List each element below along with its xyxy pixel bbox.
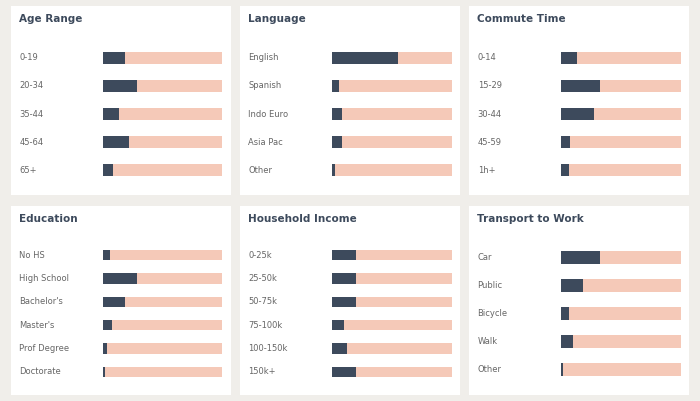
- Text: 45-64: 45-64: [20, 138, 43, 146]
- Text: Transport to Work: Transport to Work: [477, 214, 584, 224]
- Text: 35-44: 35-44: [20, 109, 43, 119]
- Text: 20-34: 20-34: [20, 81, 43, 91]
- Text: 15-29: 15-29: [477, 81, 502, 91]
- Text: 25-50k: 25-50k: [248, 274, 277, 283]
- Text: Other: Other: [248, 166, 272, 174]
- Text: 1h+: 1h+: [477, 166, 495, 174]
- Text: 150k+: 150k+: [248, 367, 276, 377]
- Text: 100-150k: 100-150k: [248, 344, 288, 353]
- Text: Age Range: Age Range: [19, 14, 83, 24]
- Text: 65+: 65+: [20, 166, 37, 174]
- Text: Asia Pac: Asia Pac: [248, 138, 284, 146]
- Text: No HS: No HS: [20, 251, 45, 259]
- Text: 50-75k: 50-75k: [248, 297, 277, 306]
- Text: 0-14: 0-14: [477, 53, 496, 63]
- Text: Master's: Master's: [20, 321, 55, 330]
- Text: Spanish: Spanish: [248, 81, 281, 91]
- Text: Household Income: Household Income: [248, 214, 357, 224]
- Text: Walk: Walk: [477, 337, 498, 346]
- Text: 45-59: 45-59: [477, 138, 502, 146]
- Text: Language: Language: [248, 14, 306, 24]
- Text: 0-19: 0-19: [20, 53, 38, 63]
- Text: High School: High School: [20, 274, 69, 283]
- Text: 30-44: 30-44: [477, 109, 502, 119]
- Text: 0-25k: 0-25k: [248, 251, 272, 259]
- Text: Public: Public: [477, 281, 503, 290]
- Text: Indo Euro: Indo Euro: [248, 109, 288, 119]
- Text: 75-100k: 75-100k: [248, 321, 283, 330]
- Text: Commute Time: Commute Time: [477, 14, 566, 24]
- Text: Bachelor's: Bachelor's: [20, 297, 63, 306]
- Text: Bicycle: Bicycle: [477, 309, 508, 318]
- Text: Other: Other: [477, 365, 502, 374]
- Text: Prof Degree: Prof Degree: [20, 344, 69, 353]
- Text: Car: Car: [477, 253, 492, 262]
- Text: Education: Education: [19, 214, 78, 224]
- Text: English: English: [248, 53, 279, 63]
- Text: Doctorate: Doctorate: [20, 367, 61, 377]
